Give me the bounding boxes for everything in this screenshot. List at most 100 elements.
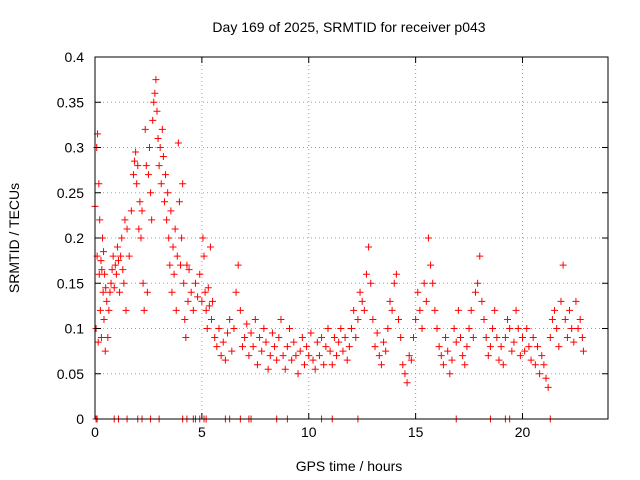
data-point (107, 279, 115, 287)
data-point (375, 352, 383, 360)
data-point (118, 234, 126, 242)
data-point (454, 306, 462, 314)
x-tick-label: 15 (408, 424, 424, 440)
data-point (514, 325, 522, 332)
data-point (356, 288, 364, 296)
data-point (286, 325, 294, 332)
data-point (268, 329, 276, 337)
data-point (219, 338, 227, 346)
data-point (154, 134, 162, 142)
data-point (392, 270, 400, 278)
data-point (380, 338, 388, 346)
data-point (533, 343, 541, 351)
data-point (497, 343, 505, 351)
data-point (155, 162, 163, 170)
data-point (129, 171, 137, 179)
data-point (439, 361, 447, 369)
data-point (305, 352, 313, 360)
data-point (371, 343, 379, 351)
data-point (119, 266, 127, 274)
data-point (427, 261, 435, 269)
data-point (563, 334, 571, 342)
data-point (373, 329, 381, 337)
data-point (557, 297, 565, 305)
y-tick-label: 0.05 (57, 366, 84, 382)
data-point (158, 125, 166, 133)
data-point (175, 198, 183, 206)
data-point (367, 279, 375, 287)
data-point (352, 334, 360, 342)
data-point (480, 315, 488, 323)
data-point (199, 234, 207, 242)
data-point (184, 297, 192, 305)
data-point (519, 334, 526, 342)
data-point (409, 334, 417, 342)
data-point (422, 297, 430, 305)
data-point (204, 284, 212, 292)
data-point (275, 334, 283, 342)
data-point (159, 153, 167, 161)
data-point (495, 356, 503, 364)
data-point (202, 306, 210, 314)
data-point (399, 361, 407, 369)
data-point (568, 325, 576, 332)
data-point (171, 225, 179, 233)
data-point (309, 356, 317, 364)
data-point (540, 361, 548, 369)
data-points (91, 76, 587, 423)
data-point (101, 347, 109, 355)
data-point (300, 361, 308, 369)
data-point (429, 279, 437, 287)
data-point (578, 334, 586, 342)
data-point (103, 297, 111, 305)
data-point (478, 297, 486, 305)
y-tick-label: 0.35 (57, 94, 84, 110)
x-tick-label: 20 (515, 424, 531, 440)
data-point (313, 338, 321, 346)
data-point (324, 325, 332, 332)
data-point (450, 325, 458, 332)
data-point (157, 180, 165, 188)
data-point (273, 356, 281, 364)
data-point (493, 334, 501, 342)
y-tick-label: 0.1 (65, 321, 85, 337)
data-point (559, 261, 567, 269)
data-point (390, 279, 398, 287)
data-point (133, 180, 141, 188)
data-point (459, 352, 467, 360)
data-point (110, 284, 118, 292)
data-point (307, 329, 315, 337)
data-point (121, 216, 129, 224)
data-point (228, 347, 236, 355)
data-point (135, 225, 143, 233)
data-point (418, 325, 426, 332)
data-point (125, 252, 133, 260)
y-axis-label: SRMTID / TECUs (6, 183, 22, 293)
data-point (221, 356, 229, 364)
data-point (163, 216, 171, 224)
data-point (354, 315, 362, 323)
data-point (395, 315, 403, 323)
data-point (106, 288, 114, 296)
data-point (536, 370, 544, 378)
data-point (489, 325, 497, 332)
data-point (538, 352, 546, 360)
data-point (388, 306, 396, 314)
data-point (510, 338, 518, 346)
data-point (315, 352, 323, 360)
data-point (311, 365, 319, 373)
data-point (326, 347, 334, 355)
data-point (258, 347, 266, 355)
data-point (215, 325, 223, 332)
data-point (152, 76, 160, 84)
data-point (264, 365, 272, 373)
data-point (486, 343, 494, 351)
chart-title: Day 169 of 2025, SRMTID for receiver p04… (212, 19, 485, 35)
data-point (153, 107, 161, 115)
data-point (224, 329, 232, 337)
data-point (467, 306, 475, 314)
data-point (431, 306, 439, 314)
data-point (104, 334, 112, 342)
data-point (134, 162, 142, 170)
